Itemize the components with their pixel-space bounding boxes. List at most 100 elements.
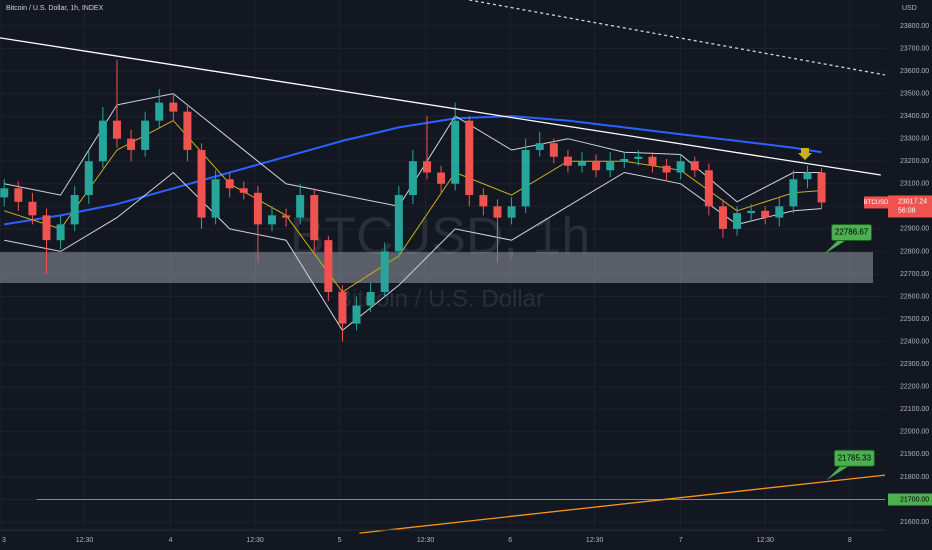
y-tick-label: 22500.00	[900, 316, 929, 323]
candle-body	[296, 195, 305, 218]
candle-body	[592, 161, 601, 171]
candle-body	[817, 172, 826, 203]
candle-body	[676, 161, 685, 173]
candle-body	[394, 195, 403, 252]
candle-body	[56, 224, 65, 241]
x-tick-label: 8	[848, 537, 852, 544]
hline-label: 21700.00	[900, 496, 929, 503]
y-tick-label: 22300.00	[900, 361, 929, 368]
watermark: BTCUSD, 1h	[290, 208, 591, 266]
candle-body	[507, 206, 516, 218]
y-tick-label: 23400.00	[900, 113, 929, 120]
price-axis	[885, 0, 932, 550]
y-tick-label: 21800.00	[900, 474, 929, 481]
x-tick-label: 7	[679, 537, 683, 544]
y-tick-label: 23100.00	[900, 181, 929, 188]
y-tick-label: 23200.00	[900, 158, 929, 165]
y-tick-label: 23700.00	[900, 45, 929, 52]
x-tick-label: 4	[169, 537, 173, 544]
symbol-label: BTCUSD	[864, 200, 889, 206]
callout-pointer	[826, 466, 849, 481]
x-tick-label: 12:30	[586, 537, 604, 544]
candle-body	[267, 215, 276, 225]
y-tick-label: 22400.00	[900, 338, 929, 345]
candle-body	[789, 179, 798, 207]
candle-body	[521, 149, 530, 207]
candle-body	[422, 161, 431, 173]
y-tick-label: 22000.00	[900, 429, 929, 436]
y-tick-label: 22100.00	[900, 406, 929, 413]
axis: 21600.00 21700.00 21800.00 21900.00 22000.00…	[2, 23, 932, 544]
callout-label: 21785.33	[838, 453, 872, 462]
candle-body	[197, 149, 206, 218]
y-tick-label: 21900.00	[900, 451, 929, 458]
candle-body	[733, 213, 742, 229]
candle-body	[747, 210, 756, 214]
x-tick-label: 12:30	[417, 537, 435, 544]
candle-body	[324, 240, 333, 293]
candle-body	[578, 161, 587, 166]
candle-body	[112, 120, 121, 139]
hline-tag	[888, 493, 932, 506]
candle-body	[803, 172, 812, 180]
y-tick-label: 23300.00	[900, 136, 929, 143]
y-tick-label: 22900.00	[900, 226, 929, 233]
candle-body	[70, 195, 79, 225]
candle-body	[239, 188, 248, 193]
candle-body	[690, 161, 699, 171]
candle-body	[662, 165, 671, 173]
candle-body	[408, 161, 417, 196]
candle-body	[718, 206, 727, 229]
candle-body	[380, 251, 389, 293]
candle-body	[310, 195, 319, 241]
zone	[0, 252, 873, 284]
candle-body	[155, 102, 164, 121]
callout-pointer	[823, 240, 846, 255]
plot: 22786.67 21785.33	[0, 0, 886, 534]
candle-body	[42, 215, 51, 241]
callout-label: 22786.67	[835, 228, 869, 237]
candle-body	[451, 120, 460, 184]
y-tick-label: 23600.00	[900, 68, 929, 75]
candle-body	[253, 192, 262, 225]
countdown-label: 56:08	[898, 207, 916, 214]
y-axis-label: USD	[902, 5, 917, 12]
y-tick-label: 23500.00	[900, 90, 929, 97]
y-tick-label: 22600.00	[900, 293, 929, 300]
candle-body	[479, 195, 488, 207]
last-price-label: 23017.24	[898, 198, 927, 205]
candle-body	[352, 305, 361, 324]
x-tick-label: 12:30	[756, 537, 774, 544]
candle-body	[282, 215, 291, 218]
x-tick-label: 3	[2, 537, 6, 544]
y-tick-label: 21600.00	[900, 519, 929, 526]
x-tick-label: 12:30	[76, 537, 94, 544]
price-tag	[888, 195, 932, 218]
candle-body	[606, 161, 615, 171]
candle-body	[98, 120, 107, 162]
trend-line	[469, 0, 886, 76]
y-tick-label: 22200.00	[900, 384, 929, 391]
candle-body	[366, 292, 375, 306]
callout-box	[833, 449, 875, 467]
candle-body	[28, 201, 37, 216]
candle-body	[14, 188, 23, 202]
candle-body	[211, 179, 220, 218]
x-tick-label: 6	[508, 537, 512, 544]
candle-body	[141, 120, 150, 150]
candle-body	[704, 170, 713, 207]
grid	[0, 0, 885, 530]
candle-body	[648, 156, 657, 166]
candle-body	[225, 179, 234, 189]
y-tick-label: 22800.00	[900, 248, 929, 255]
symbol-tag	[864, 196, 888, 209]
candle-body	[0, 188, 9, 198]
candle-body	[549, 143, 558, 157]
candle-body	[493, 206, 502, 218]
candle-body	[775, 206, 784, 218]
candle-body	[84, 161, 93, 196]
candle-body	[169, 102, 178, 112]
